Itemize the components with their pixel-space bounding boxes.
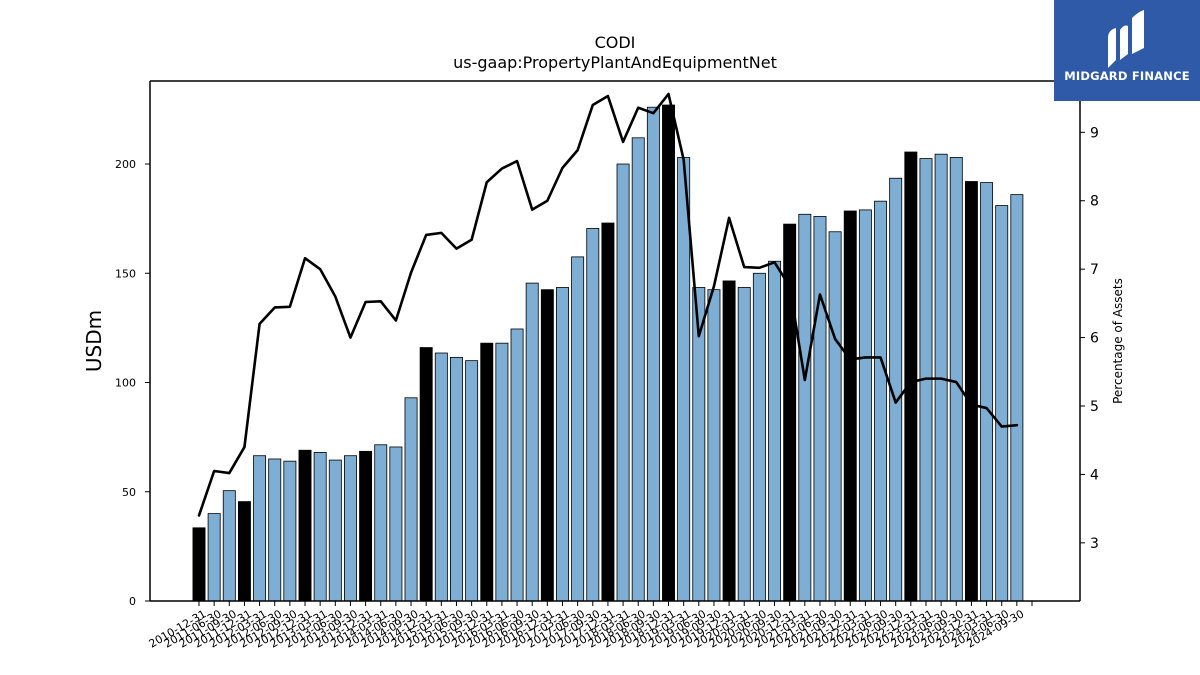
bar [540,289,554,602]
bar [192,527,206,602]
bar [874,200,888,602]
bar [798,213,812,602]
bar [601,222,615,602]
bar [707,289,721,602]
bar [237,501,251,602]
bar [328,459,342,602]
bar [1010,194,1024,602]
bar [631,137,645,602]
bar [389,446,403,602]
x-tick-labels: 2010-12-312011-06-302011-09-302011-12-31… [147,601,1033,651]
bar-series [192,104,1024,602]
bar [374,444,388,602]
bar [646,106,660,602]
bar [586,228,600,602]
y-tick-label: 0 [129,595,136,608]
line-series [197,92,1019,517]
y-tick-label: 200 [115,158,136,171]
midgard-mark-icon [1108,10,1144,68]
bar [858,209,872,602]
y2-tick-label: 4 [1090,467,1099,483]
percentage-line [197,92,1019,517]
bar [904,151,918,602]
y-tick-label: 100 [115,377,136,390]
y2-tick-label: 3 [1090,536,1099,552]
bar [510,328,524,602]
bar [525,282,539,602]
y-tick-label: 150 [115,267,136,280]
logo-text: MIDGARD FINANCE [1064,69,1190,83]
bar [768,260,781,602]
y2-tick-label: 6 [1090,331,1099,347]
chart-subtitle: us-gaap:PropertyPlantAndEquipmentNet [453,53,777,72]
bar [419,347,433,602]
bar [949,157,963,602]
y2-tick-label: 5 [1090,399,1099,415]
bar [813,216,827,602]
bar [359,450,373,602]
bar [465,360,479,602]
y-axis-label: USDm [82,310,106,372]
y-tick-label: 50 [122,486,136,499]
bar [828,231,842,602]
bar [995,205,1009,602]
y2-tick-labels: 3 4 5 6 7 8 9 [1080,125,1099,552]
y2-tick-label: 8 [1090,194,1099,210]
bar [253,455,267,602]
bar [298,449,312,602]
bar [480,342,494,602]
chart-title: CODI [595,33,636,52]
bar [283,460,297,602]
bar [752,272,766,602]
bar [343,455,357,602]
bar [843,210,857,602]
bar [207,513,221,602]
bar [980,182,994,602]
y2-tick-label: 9 [1090,125,1099,141]
bar [404,397,418,602]
y2-tick-label: 7 [1090,262,1099,278]
y-tick-labels: 0 50 100 150 200 [115,158,150,608]
bar [222,490,236,602]
bar [450,356,463,602]
bar [662,104,675,602]
bar [434,352,448,602]
bar [616,163,630,602]
midgard-finance-logo: MIDGARD FINANCE [1054,0,1200,101]
y2-axis-label: Percentage of Assets [1111,278,1125,404]
bar [556,287,569,602]
bar [737,287,751,602]
bar [964,181,978,602]
bar [495,342,509,602]
bar [722,280,736,602]
bar [268,458,282,602]
bar [571,256,585,602]
bar [313,452,327,602]
